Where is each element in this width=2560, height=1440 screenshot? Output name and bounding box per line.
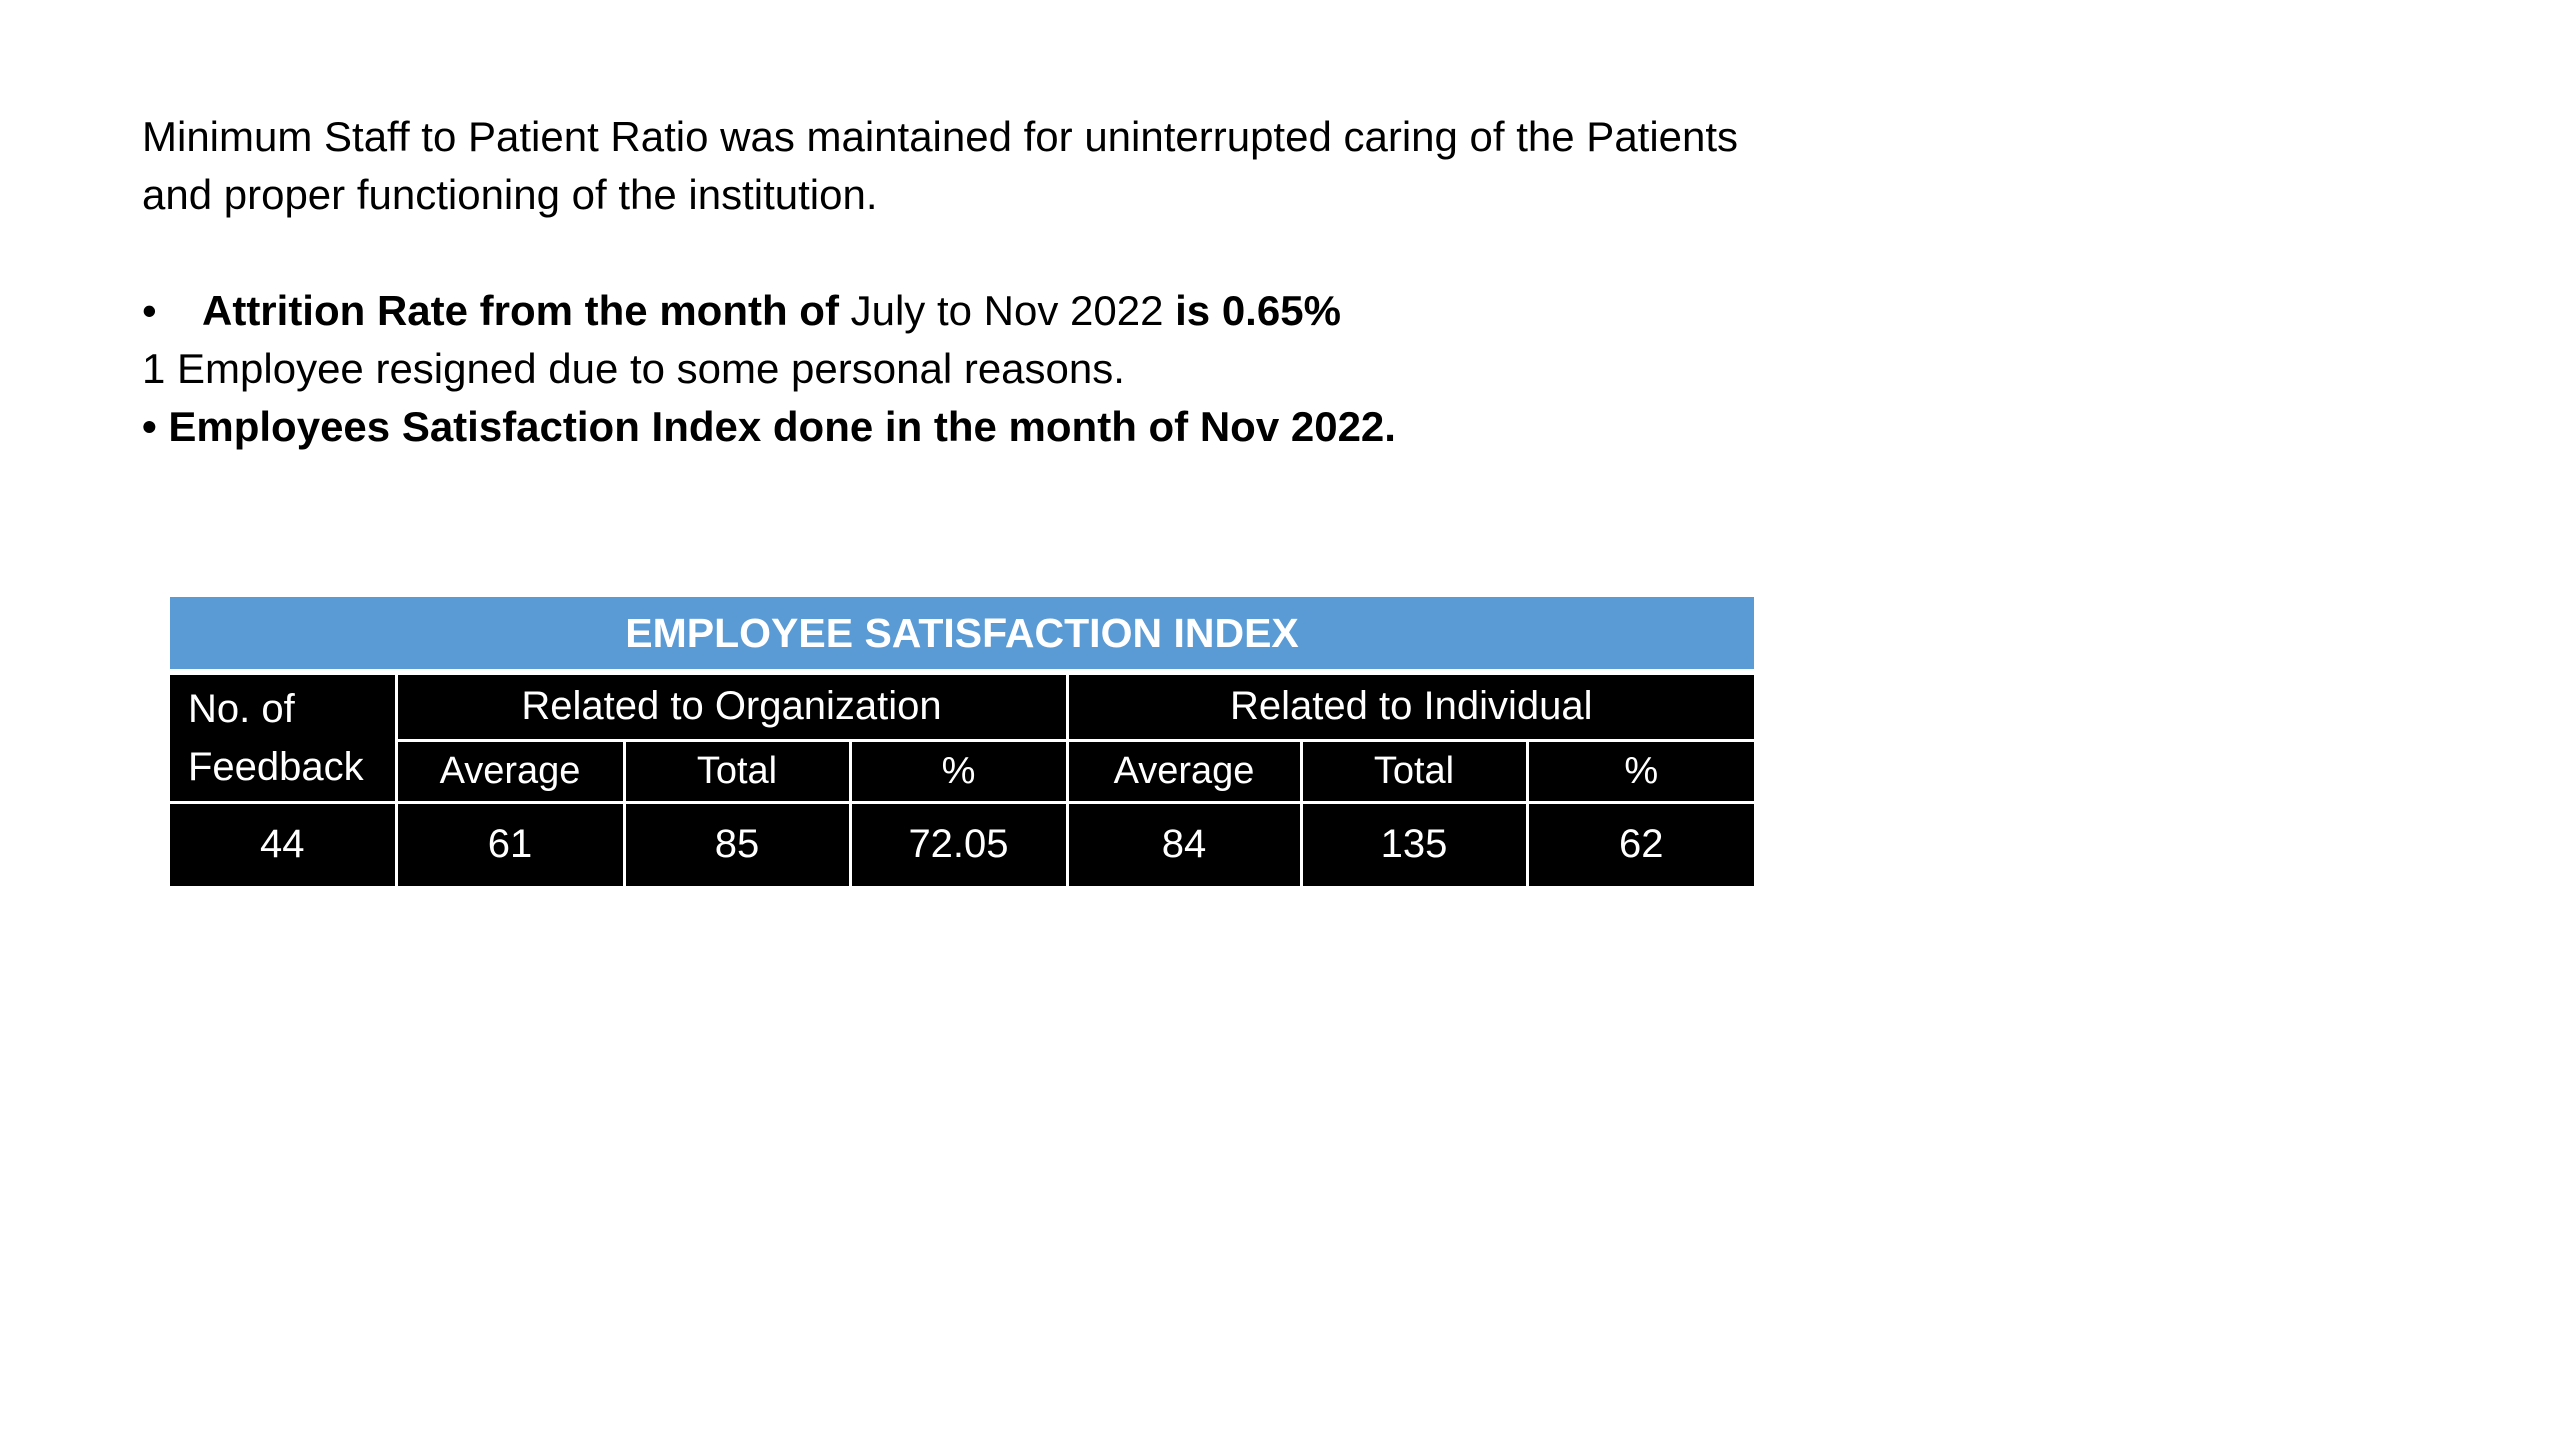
esi-note: • Employees Satisfaction Index done in t…	[142, 403, 1396, 450]
org-average-header: Average	[396, 738, 626, 804]
intro-line-2: and proper functioning of the institutio…	[142, 171, 878, 218]
org-percent-cell: 72.05	[848, 800, 1069, 886]
attrition-prefix: Attrition Rate from the month of	[202, 287, 839, 334]
table-title: EMPLOYEE SATISFACTION INDEX	[170, 597, 1755, 675]
org-average-cell: 61	[394, 800, 626, 886]
ind-total-header: Total	[1299, 738, 1529, 804]
feedback-count-header: No. of Feedback	[170, 670, 398, 804]
ind-average-header: Average	[1065, 738, 1303, 804]
intro-line-1: Minimum Staff to Patient Ratio was maint…	[142, 113, 1739, 160]
feedback-header-line-2: Feedback	[188, 744, 364, 789]
ind-percent-cell: 62	[1525, 800, 1755, 886]
org-group-header: Related to Organization	[394, 670, 1069, 742]
bullet-icon: •	[142, 287, 157, 334]
attrition-rate: is 0.65%	[1175, 287, 1341, 334]
ind-percent-header: %	[1525, 738, 1755, 804]
employee-satisfaction-table: EMPLOYEE SATISFACTION INDEX No. of Feedb…	[170, 597, 1755, 886]
table-row: 44 61 85 72.05 84 135 62	[170, 800, 1755, 886]
ind-total-cell: 135	[1299, 800, 1529, 886]
resignation-note: 1 Employee resigned due to some personal…	[142, 345, 1125, 392]
attrition-period: July to Nov 2022	[838, 287, 1176, 334]
ind-average-cell: 84	[1065, 800, 1303, 886]
feedback-count-cell: 44	[170, 800, 398, 886]
individual-group-header: Related to Individual	[1065, 670, 1755, 742]
text-block: Minimum Staff to Patient Ratio was maint…	[142, 108, 2042, 456]
org-total-header: Total	[622, 738, 852, 804]
intro-paragraph: Minimum Staff to Patient Ratio was maint…	[142, 108, 2042, 224]
attrition-line: • Attrition Rate from the month of July t…	[142, 282, 2042, 340]
org-percent-header: %	[848, 738, 1069, 804]
org-total-cell: 85	[622, 800, 852, 886]
feedback-header-line-1: No. of	[188, 686, 295, 731]
